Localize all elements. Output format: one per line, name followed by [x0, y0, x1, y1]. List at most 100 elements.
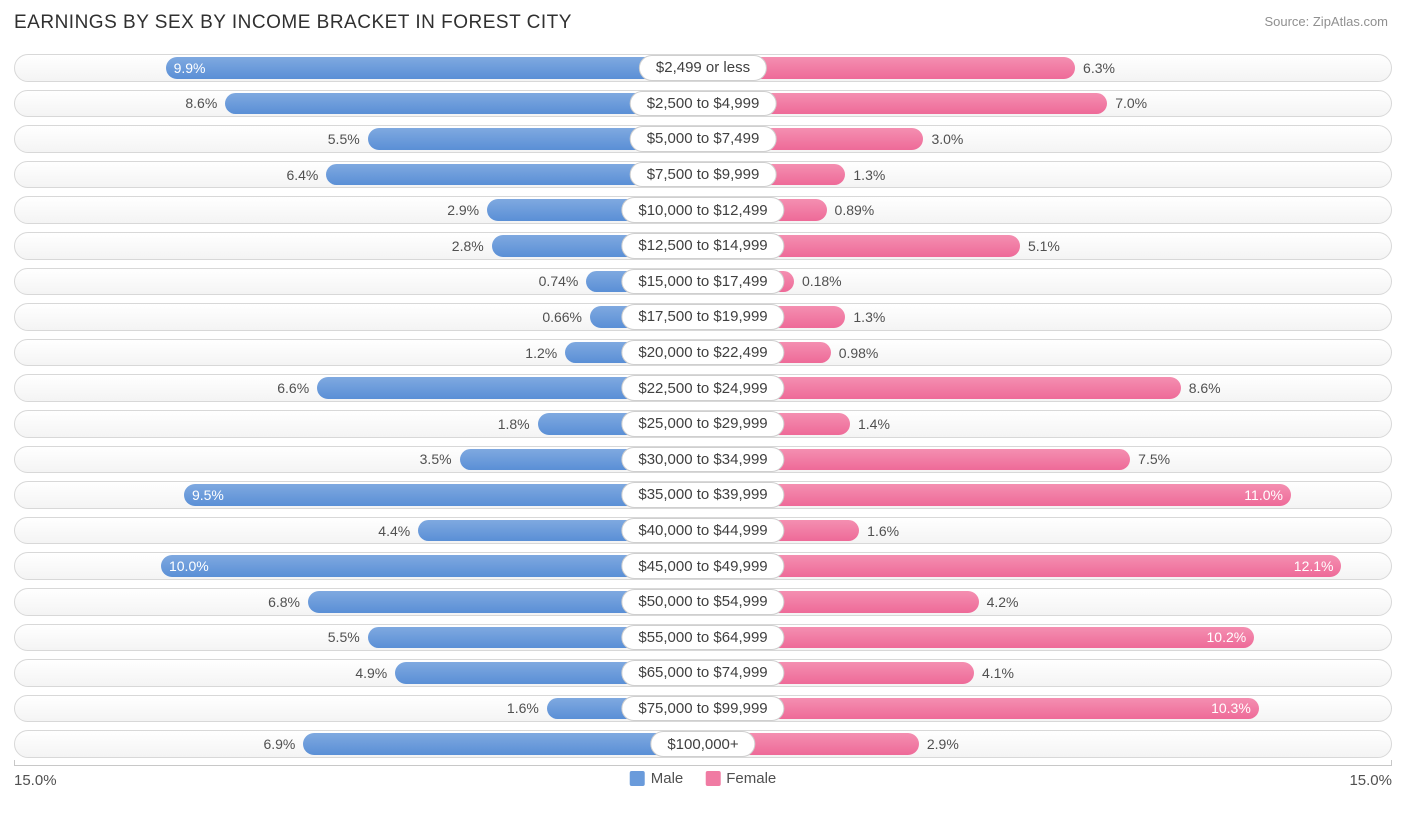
chart-row: 6.6% 8.6% $22,500 to $24,999 [14, 370, 1392, 406]
male-value-label: 1.2% [525, 345, 557, 361]
bracket-label: $2,500 to $4,999 [630, 91, 777, 117]
axis-tick-right [1391, 760, 1392, 766]
bracket-label: $45,000 to $49,999 [621, 553, 784, 579]
chart-row: 9.5% 11.0% $35,000 to $39,999 [14, 477, 1392, 513]
female-value-label: 4.1% [982, 665, 1014, 681]
male-value-label: 0.74% [539, 273, 579, 289]
female-value-label: 6.3% [1083, 60, 1115, 76]
bracket-label: $22,500 to $24,999 [621, 375, 784, 401]
female-value-label: 7.5% [1138, 451, 1170, 467]
chart-row: 0.66% 1.3% $17,500 to $19,999 [14, 299, 1392, 335]
legend: Male Female [630, 770, 777, 787]
male-value-label: 2.8% [452, 238, 484, 254]
axis-label-left: 15.0% [14, 772, 57, 789]
male-value-label: 2.9% [447, 202, 479, 218]
chart-row: 6.8% 4.2% $50,000 to $54,999 [14, 584, 1392, 620]
bracket-label: $7,500 to $9,999 [630, 162, 777, 188]
male-value-label: 1.6% [507, 700, 539, 716]
female-swatch [705, 771, 720, 786]
chart-title: EARNINGS BY SEX BY INCOME BRACKET IN FOR… [14, 12, 572, 34]
male-value-label: 4.9% [355, 665, 387, 681]
chart-row: 6.4% 1.3% $7,500 to $9,999 [14, 157, 1392, 193]
legend-item-female: Female [705, 770, 776, 787]
female-value-label: 0.18% [802, 273, 842, 289]
male-value-label: 5.5% [328, 131, 360, 147]
male-value-label: 6.8% [268, 594, 300, 610]
female-value-label: 12.1% [1294, 558, 1334, 574]
chart-row: 2.9% 0.89% $10,000 to $12,499 [14, 192, 1392, 228]
bracket-label: $30,000 to $34,999 [621, 447, 784, 473]
bracket-label: $40,000 to $44,999 [621, 518, 784, 544]
chart-row: 4.9% 4.1% $65,000 to $74,999 [14, 655, 1392, 691]
male-value-label: 8.6% [185, 95, 217, 111]
legend-label-female: Female [726, 770, 776, 787]
female-value-label: 7.0% [1115, 95, 1147, 111]
female-value-label: 1.3% [853, 167, 885, 183]
chart-row: 10.0% 12.1% $45,000 to $49,999 [14, 548, 1392, 584]
chart-row: 6.9% 2.9% $100,000+ [14, 726, 1392, 762]
chart-row: 2.8% 5.1% $12,500 to $14,999 [14, 228, 1392, 264]
male-value-label: 9.9% [174, 60, 206, 76]
male-value-label: 6.9% [263, 736, 295, 752]
female-value-label: 5.1% [1028, 238, 1060, 254]
female-value-label: 11.0% [1244, 487, 1283, 503]
chart-row: 9.9% 6.3% $2,499 or less [14, 50, 1392, 86]
bracket-label: $2,499 or less [639, 55, 767, 81]
male-value-label: 0.66% [542, 309, 582, 325]
bracket-label: $17,500 to $19,999 [621, 304, 784, 330]
bracket-label: $15,000 to $17,499 [621, 269, 784, 295]
bracket-label: $55,000 to $64,999 [621, 625, 784, 651]
female-bar [703, 555, 1341, 577]
male-swatch [630, 771, 645, 786]
male-value-label: 1.8% [498, 416, 530, 432]
bracket-label: $5,000 to $7,499 [630, 126, 777, 152]
male-value-label: 4.4% [378, 523, 410, 539]
chart-row: 8.6% 7.0% $2,500 to $4,999 [14, 86, 1392, 122]
male-bar [166, 57, 703, 79]
axis-label-right: 15.0% [1349, 772, 1392, 789]
male-value-label: 10.0% [169, 558, 209, 574]
female-value-label: 10.3% [1211, 700, 1251, 716]
bracket-label: $20,000 to $22,499 [621, 340, 784, 366]
chart-row: 1.6% 10.3% $75,000 to $99,999 [14, 691, 1392, 727]
chart-row: 1.2% 0.98% $20,000 to $22,499 [14, 335, 1392, 371]
source-attribution: Source: ZipAtlas.com [1264, 14, 1388, 29]
female-value-label: 2.9% [927, 736, 959, 752]
female-value-label: 1.4% [858, 416, 890, 432]
bracket-label: $25,000 to $29,999 [621, 411, 784, 437]
male-value-label: 3.5% [420, 451, 452, 467]
male-value-label: 6.6% [277, 380, 309, 396]
chart-row: 1.8% 1.4% $25,000 to $29,999 [14, 406, 1392, 442]
male-value-label: 5.5% [328, 629, 360, 645]
axis-tick-left [14, 760, 15, 766]
x-axis: 15.0% 15.0% Male Female [14, 765, 1392, 795]
female-bar [703, 627, 1254, 649]
male-bar [303, 733, 703, 755]
bracket-label: $50,000 to $54,999 [621, 589, 784, 615]
chart-row: 3.5% 7.5% $30,000 to $34,999 [14, 442, 1392, 478]
female-value-label: 0.98% [839, 345, 879, 361]
bracket-label: $10,000 to $12,499 [621, 197, 784, 223]
bracket-label: $35,000 to $39,999 [621, 482, 784, 508]
chart-row: 5.5% 10.2% $55,000 to $64,999 [14, 620, 1392, 656]
bracket-label: $100,000+ [650, 731, 755, 757]
female-value-label: 8.6% [1189, 380, 1221, 396]
bracket-label: $12,500 to $14,999 [621, 233, 784, 259]
female-bar [703, 484, 1291, 506]
bracket-label: $65,000 to $74,999 [621, 660, 784, 686]
chart-area: 9.9% 6.3% $2,499 or less 8.6% 7.0% $2,500 to … [14, 50, 1392, 763]
legend-label-male: Male [651, 770, 684, 787]
male-value-label: 6.4% [286, 167, 318, 183]
bracket-label: $75,000 to $99,999 [621, 696, 784, 722]
chart-row: 0.74% 0.18% $15,000 to $17,499 [14, 264, 1392, 300]
female-value-label: 1.6% [867, 523, 899, 539]
male-value-label: 9.5% [192, 487, 224, 503]
chart-row: 4.4% 1.6% $40,000 to $44,999 [14, 513, 1392, 549]
female-value-label: 1.3% [853, 309, 885, 325]
chart-row: 5.5%3.0%$5,000 to $7,499 [14, 121, 1392, 157]
female-bar [703, 698, 1259, 720]
female-value-label: 4.2% [987, 594, 1019, 610]
legend-item-male: Male [630, 770, 684, 787]
female-value-label: 0.89% [835, 202, 875, 218]
female-value-label: 10.2% [1207, 629, 1247, 645]
